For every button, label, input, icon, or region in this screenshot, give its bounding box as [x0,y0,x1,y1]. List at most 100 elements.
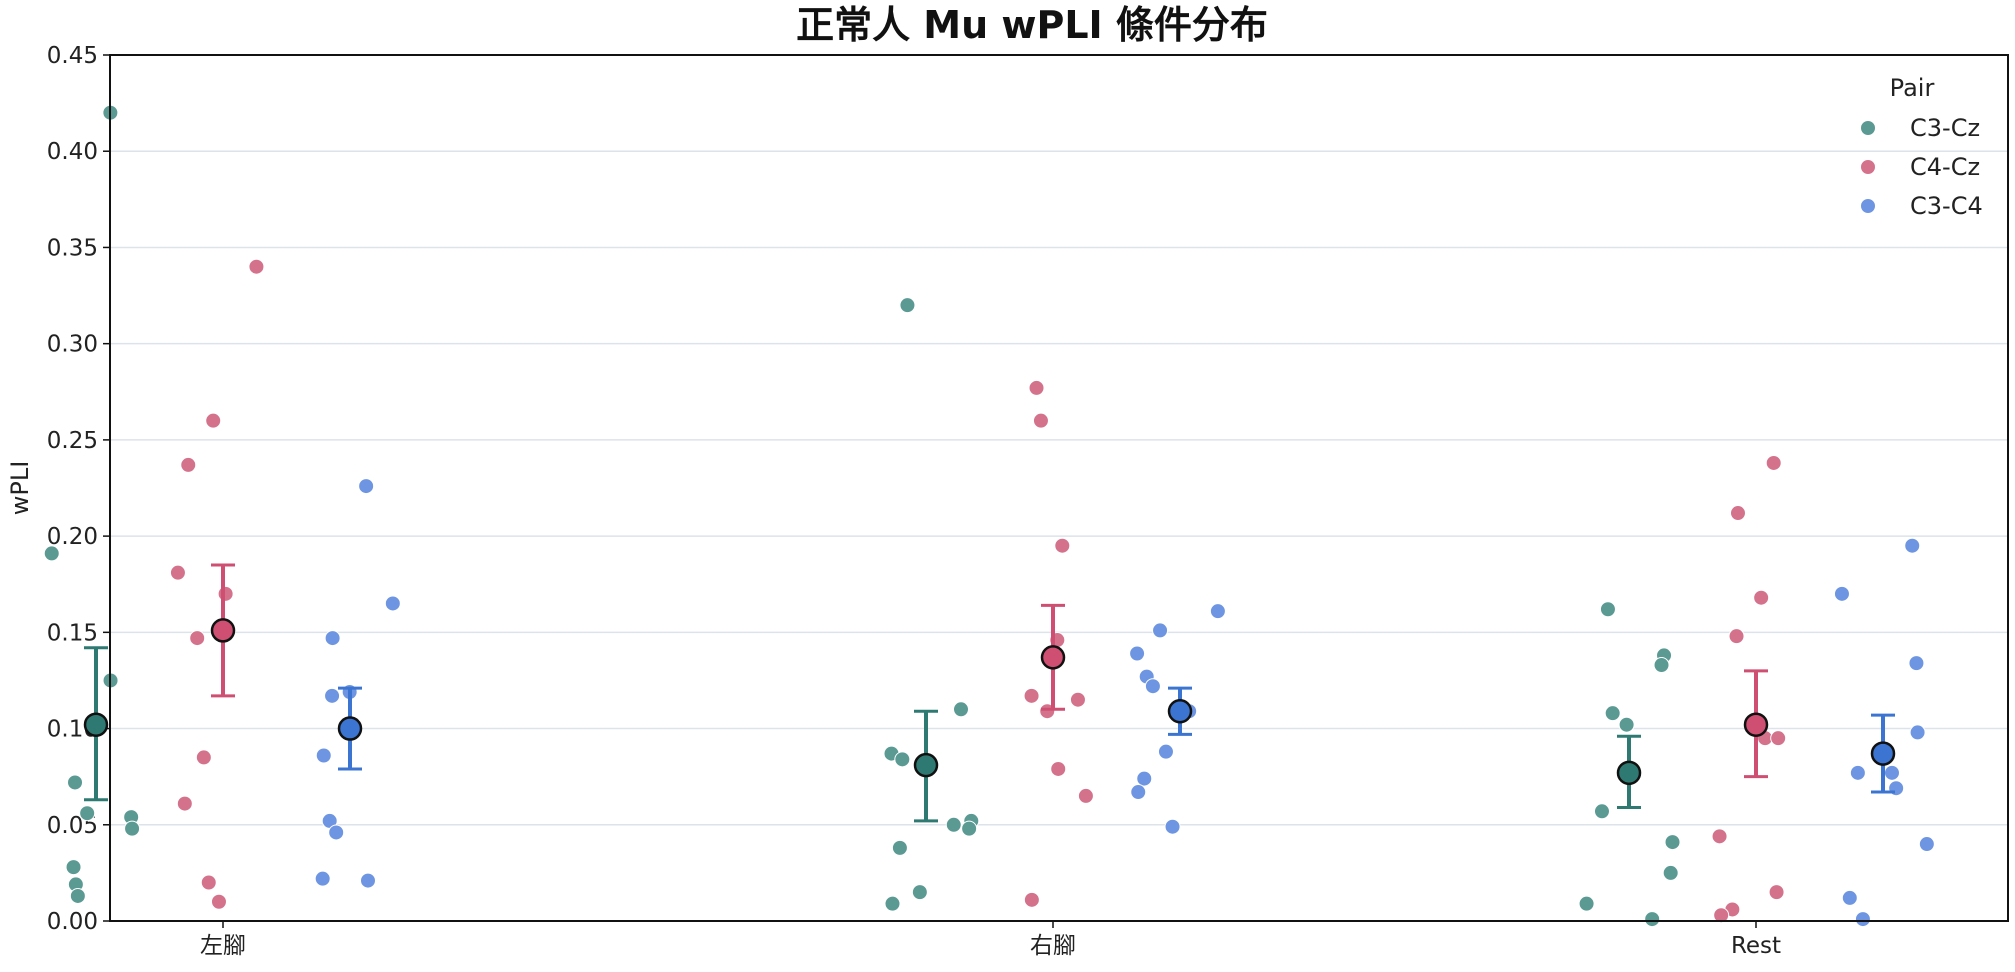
data-point-c4-cz [1713,907,1730,924]
mean-marker [210,618,236,643]
data-point-c3-c4 [384,595,401,612]
y-tick-label: 0.45 [47,43,98,69]
data-point-c4-cz [189,630,206,647]
data-point-c3-cz [953,701,970,718]
data-point-c4-cz [1753,589,1770,606]
legend-label: C3-Cz [1910,114,1980,142]
y-tick-label: 0.35 [47,235,98,261]
y-axis: 0.000.050.100.150.200.250.300.350.400.45 [47,43,110,935]
data-point-c3-cz [67,774,84,791]
data-point-c4-cz [195,749,212,766]
chart-title: 正常人 Mu wPLI 條件分布 [796,3,1268,47]
y-tick-label: 0.00 [47,909,98,935]
y-tick-label: 0.30 [47,332,98,358]
data-point-c4-cz [248,258,265,275]
data-point-c3-cz [1578,895,1595,912]
data-point-c3-cz [1599,601,1616,618]
data-point-c3-c4 [1841,889,1858,906]
data-point-c3-cz [1662,864,1679,881]
mean-marker [83,712,109,737]
legend: Pair C3-Cz C4-Cz C3-C4 [1860,74,1983,220]
mean-marker [1616,760,1642,786]
data-point-c4-cz [1032,412,1049,429]
data-point-c3-cz [894,751,911,768]
mean-marker [337,716,363,741]
y-tick-label: 0.20 [47,524,98,550]
data-point-c3-c4 [1908,655,1925,672]
data-point-c3-c4 [314,870,331,887]
data-point-c3-cz [884,895,901,912]
data-point-c4-cz [1077,787,1094,804]
y-tick-label: 0.40 [47,139,98,165]
data-point-c3-cz [65,859,82,876]
data-point-c4-cz [1728,628,1745,645]
data-point-c3-cz [945,816,962,833]
data-point-c3-c4 [1152,622,1169,639]
x-tick-label: Rest [1731,933,1781,959]
data-point-c4-cz [200,874,217,891]
legend-marker [1860,198,1876,214]
legend-label: C4-Cz [1910,153,1980,181]
data-point-c4-cz [1711,828,1728,845]
data-point-c3-cz [1664,834,1681,851]
legend-title: Pair [1890,74,1935,102]
data-point-c3-cz [124,820,141,837]
x-tick-label: 左腳 [200,933,246,959]
mean-marker [913,752,939,778]
data-points [43,104,1935,928]
data-point-c3-c4 [1883,764,1900,781]
data-point-c3-cz [1618,716,1635,733]
legend-marker [1860,120,1876,136]
plot-frame [109,54,2009,922]
legend-label: C3-C4 [1910,192,1983,220]
data-point-c3-cz [69,887,86,904]
data-point-c4-cz [210,893,227,910]
data-point-c3-c4 [328,824,345,841]
legend-marker [1860,159,1876,175]
data-point-c3-c4 [1157,743,1174,760]
data-point-c3-c4 [1129,645,1146,662]
data-point-c3-c4 [315,747,332,764]
data-point-c3-c4 [1854,911,1871,928]
data-point-c4-cz [1729,505,1746,522]
data-point-c4-cz [1039,703,1056,720]
data-point-c4-cz [1050,760,1067,777]
data-point-c3-c4 [1849,764,1866,781]
data-point-c3-cz [1644,911,1661,928]
data-point-c4-cz [169,564,186,581]
mean-ci-markers [83,563,1896,823]
data-point-c3-cz [1593,803,1610,820]
data-point-c4-cz [1023,687,1040,704]
data-point-c4-cz [1023,891,1040,908]
mean-marker [1743,712,1769,737]
data-point-c3-cz [899,297,916,314]
data-point-c4-cz [180,456,197,473]
data-point-c3-c4 [1918,836,1935,853]
data-point-c4-cz [1768,884,1785,901]
data-point-c4-cz [1028,379,1045,396]
data-point-c4-cz [1069,691,1086,708]
data-point-c3-c4 [1144,678,1161,695]
x-axis: 左腳 右腳 Rest [200,921,1781,959]
data-point-c3-cz [891,839,908,856]
data-point-c4-cz [1770,730,1787,747]
mean-marker [1040,645,1066,670]
data-point-c3-c4 [324,630,341,647]
y-axis-label: wPLI [6,461,34,516]
data-point-c4-cz [217,585,234,602]
y-tick-label: 0.15 [47,620,98,646]
data-point-c3-cz [961,820,978,837]
data-point-c3-cz [911,884,928,901]
data-point-c3-cz [79,805,96,822]
data-point-c3-c4 [324,687,341,704]
data-point-c4-cz [176,795,193,812]
data-point-c3-c4 [1833,585,1850,602]
data-point-c3-c4 [1209,603,1226,620]
data-point-c3-c4 [359,872,376,889]
mean-marker [1167,698,1193,724]
data-point-c4-cz [1054,537,1071,554]
data-point-c4-cz [205,412,222,429]
data-point-c3-c4 [1909,724,1926,741]
data-point-c3-cz [43,545,60,562]
